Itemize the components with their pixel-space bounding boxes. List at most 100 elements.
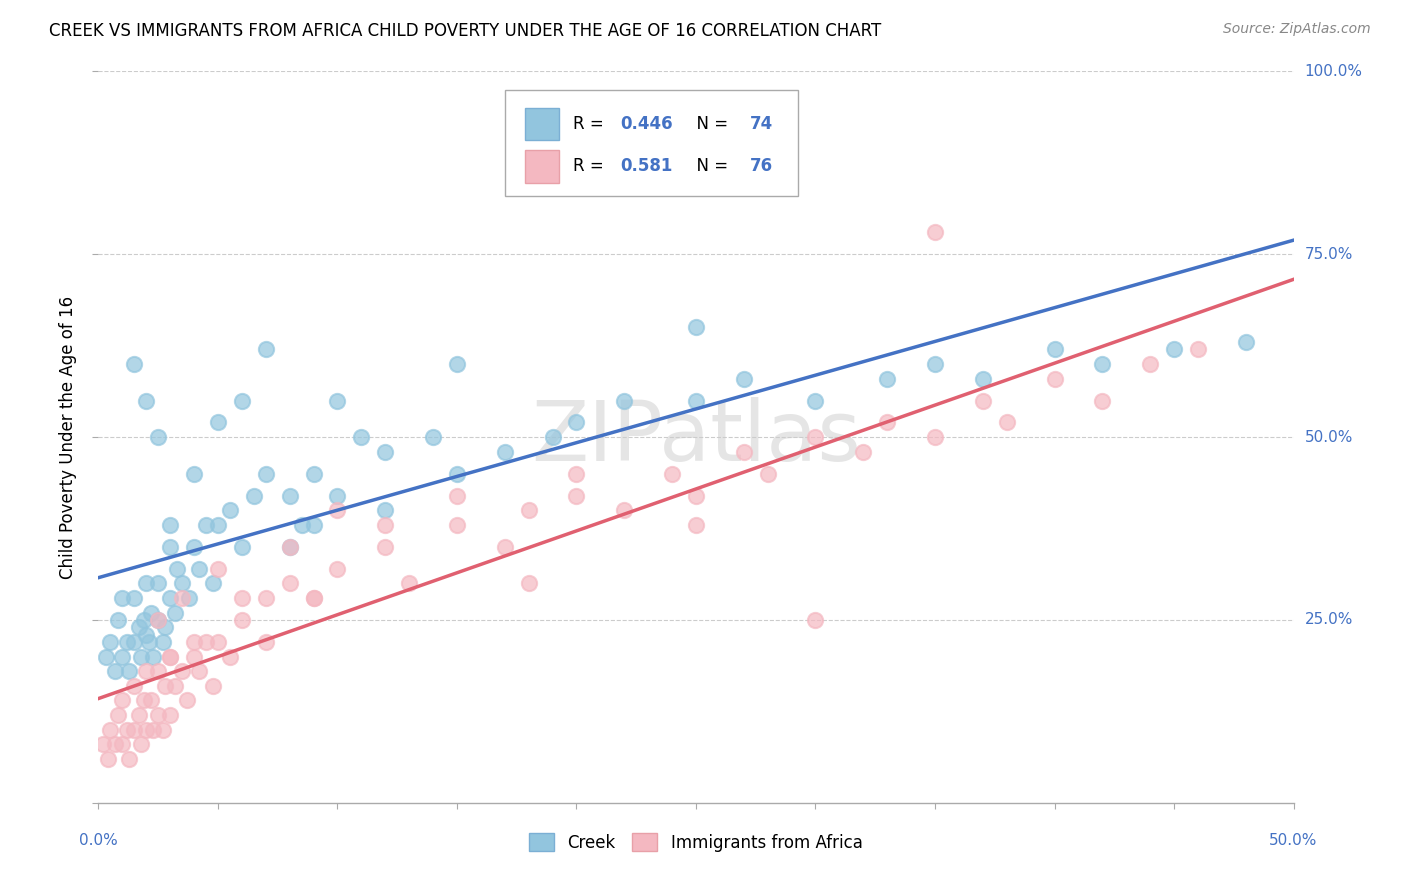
Point	[1091, 393, 1114, 408]
Point	[94, 649, 117, 664]
Point	[278, 489, 301, 503]
Text: 0.0%: 0.0%	[79, 833, 118, 848]
Point	[876, 416, 898, 430]
Point	[852, 444, 875, 458]
Point	[685, 393, 707, 408]
Text: 74: 74	[749, 115, 773, 133]
Legend: Creek, Immigrants from Africa: Creek, Immigrants from Africa	[524, 829, 868, 856]
Text: R =: R =	[572, 158, 609, 176]
Point	[446, 489, 468, 503]
Point	[124, 635, 146, 649]
Point	[195, 517, 218, 532]
Point	[446, 467, 468, 481]
Point	[207, 635, 229, 649]
Point	[278, 540, 301, 554]
Point	[517, 576, 540, 591]
Point	[219, 503, 242, 517]
Point	[124, 679, 146, 693]
Point	[111, 737, 134, 751]
Point	[135, 627, 157, 641]
Point	[565, 167, 588, 181]
Point	[118, 664, 141, 678]
Text: 50.0%: 50.0%	[1270, 833, 1317, 848]
Point	[494, 540, 516, 554]
Point	[124, 591, 146, 605]
Point	[517, 503, 540, 517]
Point	[756, 467, 779, 481]
Y-axis label: Child Poverty Under the Age of 16: Child Poverty Under the Age of 16	[59, 295, 77, 579]
Point	[139, 693, 162, 707]
Point	[148, 708, 170, 723]
Point	[104, 737, 127, 751]
Point	[350, 430, 373, 444]
Point	[135, 576, 157, 591]
Point	[302, 591, 325, 605]
Text: ZIPatlas: ZIPatlas	[531, 397, 860, 477]
Point	[733, 444, 755, 458]
Point	[142, 723, 165, 737]
Text: 0.446: 0.446	[620, 115, 673, 133]
Point	[124, 723, 146, 737]
Point	[924, 225, 946, 239]
Point	[159, 708, 181, 723]
Point	[398, 576, 420, 591]
Point	[142, 649, 165, 664]
Point	[374, 517, 396, 532]
Point	[135, 393, 157, 408]
Point	[183, 540, 205, 554]
Point	[613, 503, 636, 517]
Point	[995, 416, 1018, 430]
Point	[1234, 334, 1257, 349]
Text: 25.0%: 25.0%	[1305, 613, 1353, 627]
Point	[326, 489, 349, 503]
Point	[172, 576, 194, 591]
Point	[187, 562, 209, 576]
Point	[138, 635, 160, 649]
Point	[733, 371, 755, 385]
Text: 76: 76	[749, 158, 773, 176]
Point	[163, 606, 186, 620]
Text: R =: R =	[572, 115, 609, 133]
Point	[107, 613, 129, 627]
Point	[207, 416, 229, 430]
Point	[685, 320, 707, 334]
Point	[104, 664, 127, 678]
Text: CREEK VS IMMIGRANTS FROM AFRICA CHILD POVERTY UNDER THE AGE OF 16 CORRELATION CH: CREEK VS IMMIGRANTS FROM AFRICA CHILD PO…	[49, 22, 882, 40]
Point	[179, 591, 201, 605]
Point	[159, 540, 181, 554]
Point	[135, 664, 157, 678]
Point	[613, 393, 636, 408]
Point	[131, 649, 153, 664]
Point	[231, 540, 253, 554]
Point	[278, 576, 301, 591]
Point	[804, 393, 827, 408]
Point	[166, 562, 188, 576]
Point	[302, 591, 325, 605]
FancyBboxPatch shape	[505, 90, 797, 195]
FancyBboxPatch shape	[524, 150, 558, 183]
Point	[148, 613, 170, 627]
Point	[98, 635, 122, 649]
Point	[148, 613, 170, 627]
Point	[152, 723, 174, 737]
Point	[148, 430, 170, 444]
Point	[111, 591, 134, 605]
Point	[131, 737, 153, 751]
Point	[231, 393, 253, 408]
Point	[231, 613, 253, 627]
Point	[661, 467, 683, 481]
Point	[804, 613, 827, 627]
Text: 0.581: 0.581	[620, 158, 673, 176]
Point	[159, 517, 181, 532]
Point	[446, 357, 468, 371]
Point	[278, 540, 301, 554]
Point	[972, 371, 994, 385]
Point	[1187, 343, 1209, 357]
Text: N =: N =	[686, 158, 734, 176]
Point	[132, 693, 155, 707]
Point	[326, 503, 349, 517]
Point	[155, 679, 177, 693]
Point	[876, 371, 898, 385]
Point	[565, 467, 588, 481]
Point	[195, 635, 218, 649]
